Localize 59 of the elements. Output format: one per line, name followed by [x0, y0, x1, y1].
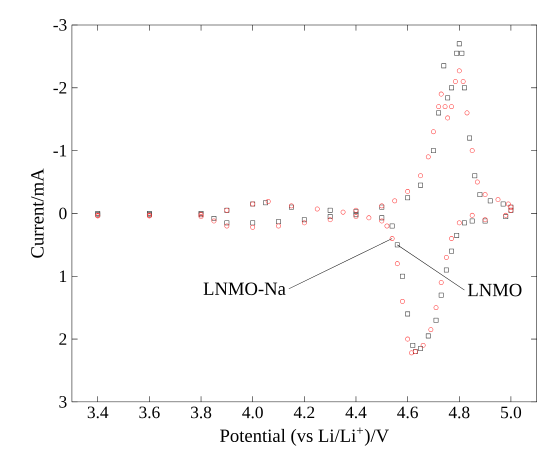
x-tick-label: 4.4 [345, 406, 367, 418]
y-tick-label: 3 [59, 396, 67, 408]
x-tick-label: 4.2 [294, 406, 314, 418]
y-tick-label: 0 [59, 207, 67, 220]
point [470, 218, 475, 224]
x-tick-label: 3.4 [88, 406, 108, 418]
point [436, 110, 442, 116]
point [454, 50, 460, 56]
point [462, 220, 467, 226]
point [449, 248, 454, 254]
point [212, 216, 216, 221]
x-axis-title: Potential (vs Li/Li$^{+}$)/V [220, 427, 389, 446]
point [405, 311, 410, 316]
point [250, 220, 256, 226]
point [390, 223, 395, 228]
point [441, 63, 446, 68]
series-label: LNMO [468, 284, 522, 296]
y-axis-title: Current/mA [31, 168, 44, 258]
point [445, 95, 450, 100]
point [488, 198, 493, 204]
point [438, 292, 444, 298]
point [478, 192, 482, 197]
point [500, 201, 506, 206]
point [431, 148, 436, 153]
y-tick-label: -2 [53, 82, 66, 94]
x-tick-label: 4.8 [448, 406, 470, 418]
y-tick-label: 1 [60, 270, 66, 282]
point [328, 208, 333, 212]
point [444, 267, 449, 272]
point [263, 200, 268, 205]
text: LNMO-Na [204, 282, 286, 295]
point [418, 346, 423, 351]
x-tick-label: 3.8 [191, 406, 212, 418]
y-tick-label: 2 [59, 333, 66, 345]
point [410, 342, 416, 348]
point [418, 182, 423, 188]
point [462, 85, 467, 90]
point [276, 218, 281, 224]
point [400, 274, 405, 278]
point [302, 217, 307, 222]
point [459, 50, 464, 56]
point [426, 333, 431, 338]
y-tick-label: -3 [53, 18, 67, 31]
point [472, 173, 478, 178]
point [434, 318, 438, 322]
point [467, 135, 472, 140]
point [405, 195, 410, 200]
point [394, 242, 400, 248]
point [328, 214, 333, 219]
point [456, 41, 462, 46]
point [449, 85, 454, 90]
x-tick-label: 4.0 [242, 406, 263, 418]
point [454, 232, 460, 238]
point [379, 215, 384, 220]
x-tick-label: 3.6 [139, 406, 160, 418]
point [224, 220, 230, 226]
x-tick-label: 4.6 [397, 406, 418, 418]
y-tick-label: -1 [53, 144, 66, 156]
x-tick-label: 5.0 [501, 406, 522, 418]
